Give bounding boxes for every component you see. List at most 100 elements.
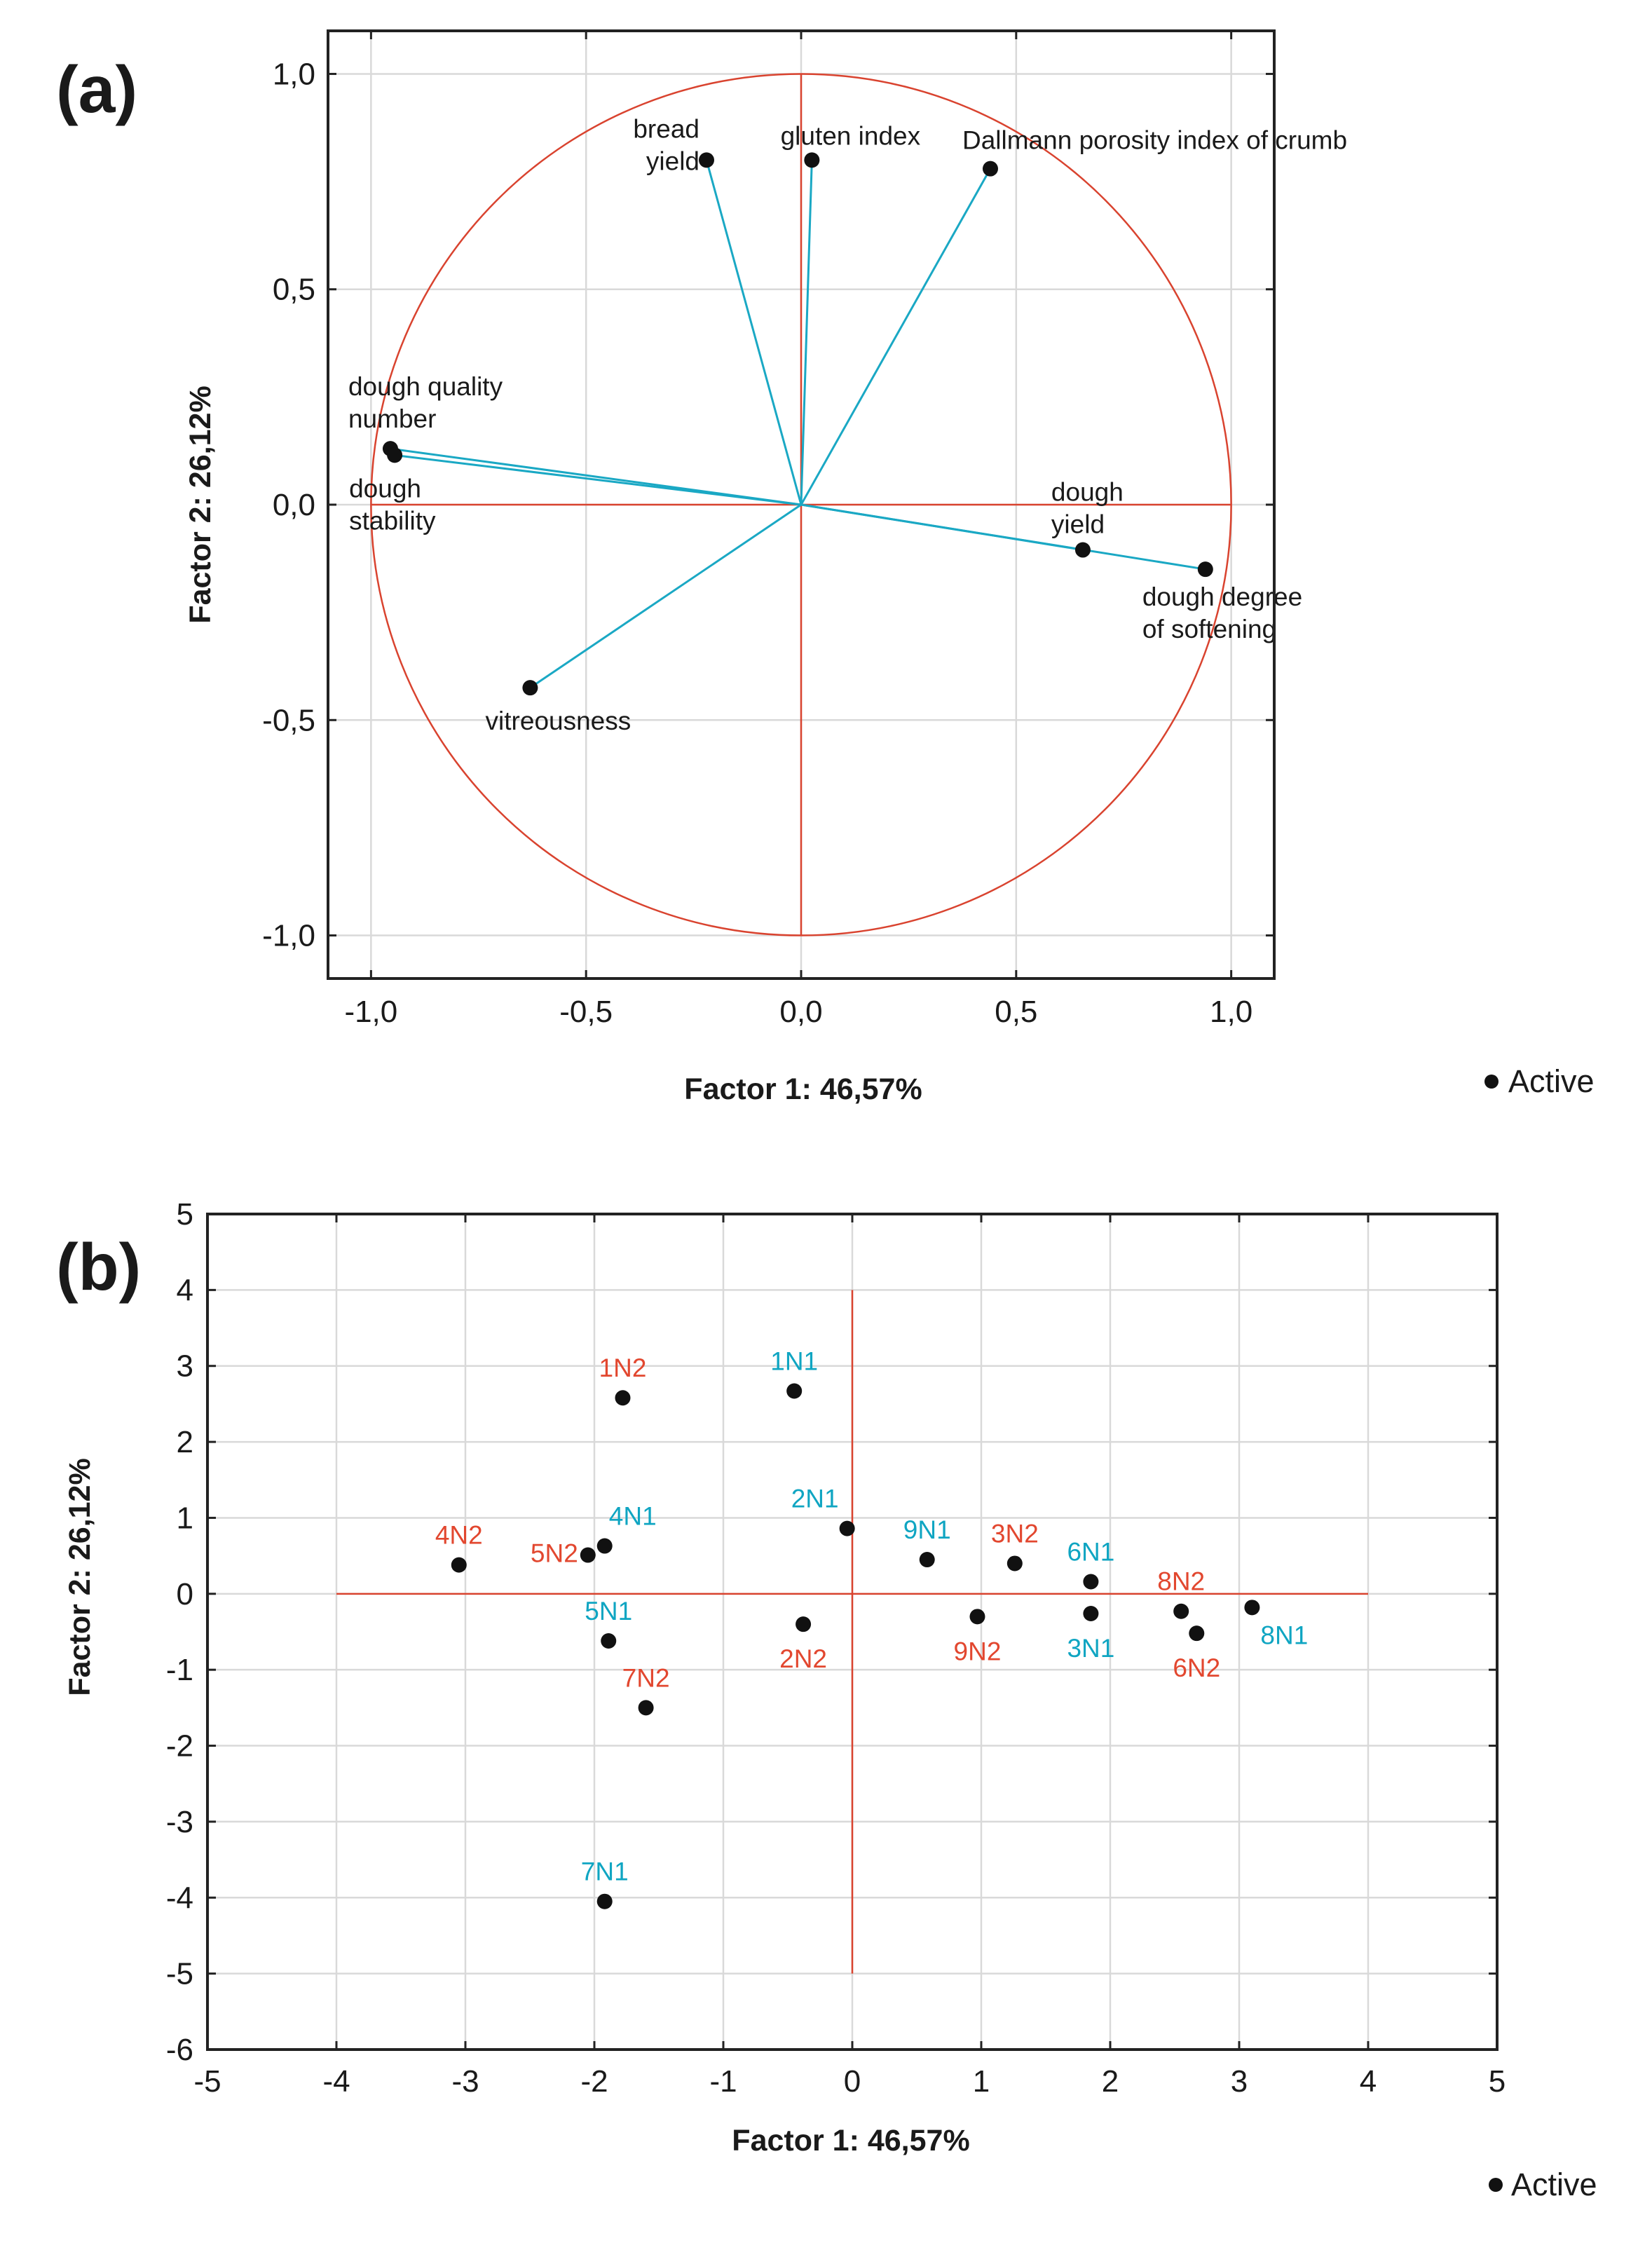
point-2n2 [796,1616,812,1632]
label-line-dough-degree-of-softening: dough degree [1142,582,1302,611]
point-3n1 [1083,1605,1099,1621]
panel-b-legend-text: Active [1511,2167,1597,2202]
panel-b-y-tick-label: -4 [166,1881,193,1915]
label-dough-yield: dough yield [1051,478,1124,539]
panel-a-legend: Active [1484,1063,1595,1099]
point-dough-stability [387,447,403,463]
label-8n2: 8N2 [1157,1567,1205,1596]
label-gluten-index: gluten index [781,121,921,150]
label-9n1: 9N1 [903,1515,951,1544]
panel-b-y-tick-label: 5 [177,1197,193,1232]
point-6n1 [1083,1574,1099,1590]
panel-a-x-tick-label: -0,5 [559,995,613,1029]
point-9n2 [969,1609,985,1625]
panel-b-y-tick-label: -2 [166,1729,193,1764]
panel-a-x-tick-label: 1,0 [1210,995,1252,1029]
panel-b-y-tick-label: -1 [166,1653,193,1687]
point-8n1 [1244,1600,1260,1616]
panel-a-label: (a) [56,53,137,127]
panel-a-x-tick-label: 0,5 [995,995,1037,1029]
label-2n1: 2N1 [791,1485,839,1513]
panel-b-y-tick-label: 3 [177,1349,193,1384]
label-bread-yield: bread yield [633,114,699,175]
label-line-dough-yield: yield [1051,510,1105,539]
panel-a-ticks: -1,0 -0,5 0,0 0,5 1,0 1,0 0,5 0,0 -0,5 -1,0 [262,31,1274,1029]
label-3n2: 3N2 [991,1519,1039,1548]
panel-b-points [451,1383,1260,1909]
label-line-bread-yield: yield [646,146,699,175]
label-7n2: 7N2 [622,1663,670,1692]
label-dough-stability: dough stability [349,474,436,535]
panel-a-x-tick-label: -1,0 [344,995,397,1029]
point-vitreousness [522,680,538,696]
panel-a-y-tick-label: 0,5 [273,273,315,307]
label-6n1: 6N1 [1067,1537,1114,1566]
panel-a-y-tick-label: -0,5 [262,703,315,737]
panel-b-y-tick-label: 4 [177,1273,193,1307]
label-4n1: 4N1 [609,1502,657,1531]
panel-a-vectors [390,159,1206,689]
point-gluten-index [804,152,820,168]
panel-b-y-tick-label: -6 [166,2033,193,2067]
panel-a-legend-marker [1484,1075,1499,1089]
label-1n2: 1N2 [599,1354,647,1382]
point-7n1 [596,1893,613,1909]
label-vitreousness: vitreousness [486,707,632,735]
point-5n2 [580,1547,596,1563]
panel-b-x-tick-label: -1 [709,2064,737,2099]
panel-a-points [382,152,1213,696]
vector-dallmann-porosity-index-of-crumb [800,168,992,505]
label-5n2: 5N2 [531,1539,578,1568]
panel-b-x-tick-label: 5 [1489,2064,1506,2099]
point-dough-degree-of-softening [1197,561,1213,578]
label-dough-degree-of-softening: dough degree of softening [1142,582,1302,643]
panel-b-x-tick-label: 3 [1231,2064,1248,2099]
panel-b-y-axis-title: Factor 2: 26,12% [63,1458,97,1696]
panel-a-legend-text: Active [1508,1063,1595,1099]
label-2n2: 2N2 [779,1644,827,1673]
point-4n2 [451,1557,467,1573]
label-line-dough-quality-number: dough quality [348,372,503,401]
vector-dough-degree-of-softening [800,503,1206,571]
panel-b-y-tick-label: 0 [177,1577,193,1611]
panel-b-label: (b) [56,1230,141,1304]
label-line-dough-quality-number: number [348,404,436,433]
panel-b-x-tick-label: -3 [451,2064,479,2099]
label-line-dough-stability: stability [349,506,436,535]
label-4n2: 4N2 [435,1521,483,1550]
point-dallmann-porosity-index-of-crumb [983,161,998,177]
panel-a-y-tick-label: 0,0 [273,488,315,522]
point-1n2 [615,1390,631,1406]
vector-dough-stability [394,454,802,506]
panel-a-y-axis-title: Factor 2: 26,12% [184,386,217,623]
panel-a-y-tick-label: 1,0 [273,57,315,91]
panel-a-x-tick-label: 0,0 [779,995,822,1029]
point-1n1 [786,1383,803,1399]
panel-a-y-tick-label: -1,0 [262,919,315,953]
label-dough-quality-number: dough quality number [348,372,503,433]
point-5n1 [601,1633,617,1649]
point-4n1 [596,1538,613,1554]
panel-b-y-tick-label: 1 [177,1501,193,1535]
panel-b-x-tick-label: -5 [193,2064,221,2099]
point-bread-yield [699,152,714,168]
panel-b-x-tick-label: 1 [973,2064,990,2099]
panel-b-point-labels: 1N1 1N2 2N1 2N2 3N1 3N2 4N1 4N2 5N1 5N2 6N1 6N2 7N1 7… [435,1347,1308,1886]
label-line-vitreousness: vitreousness [486,707,632,735]
panel-b-y-tick-label: 2 [177,1425,193,1459]
panel-b-y-tick-label: -5 [166,1957,193,1991]
label-line-dough-degree-of-softening: of softening [1142,615,1276,643]
panel-b-y-tick-label: -3 [166,1805,193,1839]
label-8n1: 8N1 [1260,1621,1308,1649]
panel-a-x-axis-title: Factor 1: 46,57% [684,1072,922,1106]
panel-b-x-tick-label: 2 [1102,2064,1119,2099]
label-line-dough-yield: dough [1051,478,1124,507]
label-1n1: 1N1 [770,1347,818,1375]
label-dallmann-porosity-index-of-crumb: Dallmann porosity index of crumb [962,126,1347,155]
panel-b-scores-plot: (b) 1N1 1N2 2N1 2N2 3N1 3N2 4N1 4N2 5N1 5N2 6N1 6N2… [56,1197,1597,2202]
vector-vitreousness [529,503,802,689]
label-7n1: 7N1 [581,1857,629,1886]
label-line-dough-stability: dough [349,474,421,503]
point-3n2 [1006,1555,1023,1572]
